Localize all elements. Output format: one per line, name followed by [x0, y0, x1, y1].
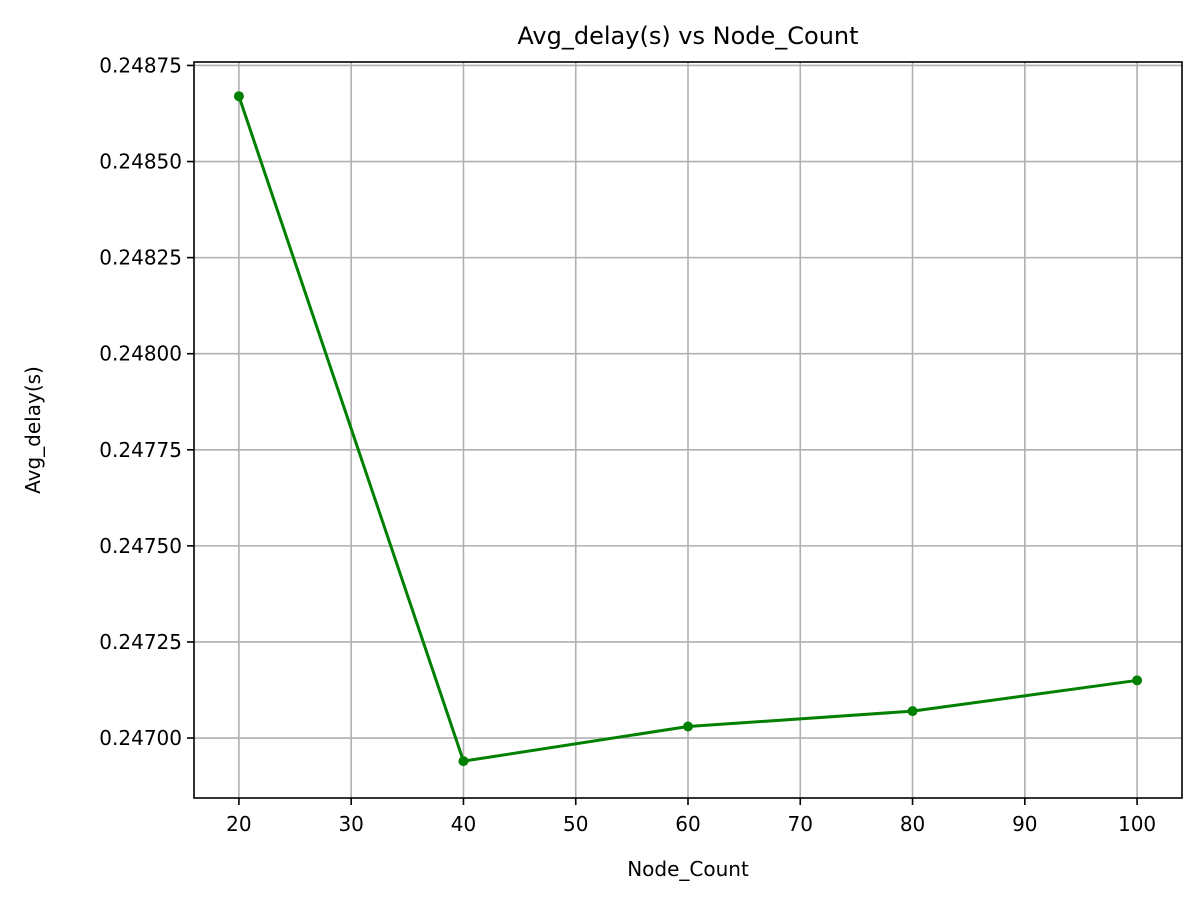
grid	[194, 62, 1182, 798]
data-point	[683, 721, 693, 732]
x-tick-label: 100	[1118, 812, 1156, 836]
y-tick-label: 0.24700	[99, 726, 182, 750]
y-tick-label: 0.24725	[99, 630, 182, 654]
y-axis-label: Avg_delay(s)	[21, 366, 45, 494]
x-tick-label: 50	[563, 812, 588, 836]
y-axis-ticks: 0.24700 0.24725 0.24750 0.24775 0.24800 0.248…	[99, 53, 194, 750]
data-point-layer	[233, 91, 1143, 767]
x-tick-label: 20	[226, 812, 251, 836]
data-point	[907, 706, 918, 717]
y-tick-label: 0.24750	[99, 534, 182, 558]
x-tick-label: 60	[675, 812, 700, 836]
y-tick-label: 0.24850	[99, 150, 182, 174]
x-tick-label: 40	[451, 812, 476, 836]
data-point	[458, 756, 469, 767]
y-tick-label: 0.24825	[99, 246, 182, 270]
y-tick-label: 0.24800	[99, 342, 182, 366]
x-axis-ticks: 20 30 40 50 60 70 80 90 100	[226, 798, 1156, 836]
x-tick-label: 90	[1012, 812, 1037, 836]
data-point	[233, 91, 244, 102]
y-tick-label: 0.24775	[99, 438, 182, 462]
data-point	[1132, 675, 1143, 686]
x-tick-label: 80	[900, 812, 925, 836]
y-tick-label: 0.24875	[99, 53, 182, 77]
x-tick-label: 30	[338, 812, 363, 836]
x-axis-label: Node_Count	[627, 857, 749, 881]
chart-title: Avg_delay(s) vs Node_Count	[517, 22, 858, 50]
x-tick-label: 70	[788, 812, 813, 836]
